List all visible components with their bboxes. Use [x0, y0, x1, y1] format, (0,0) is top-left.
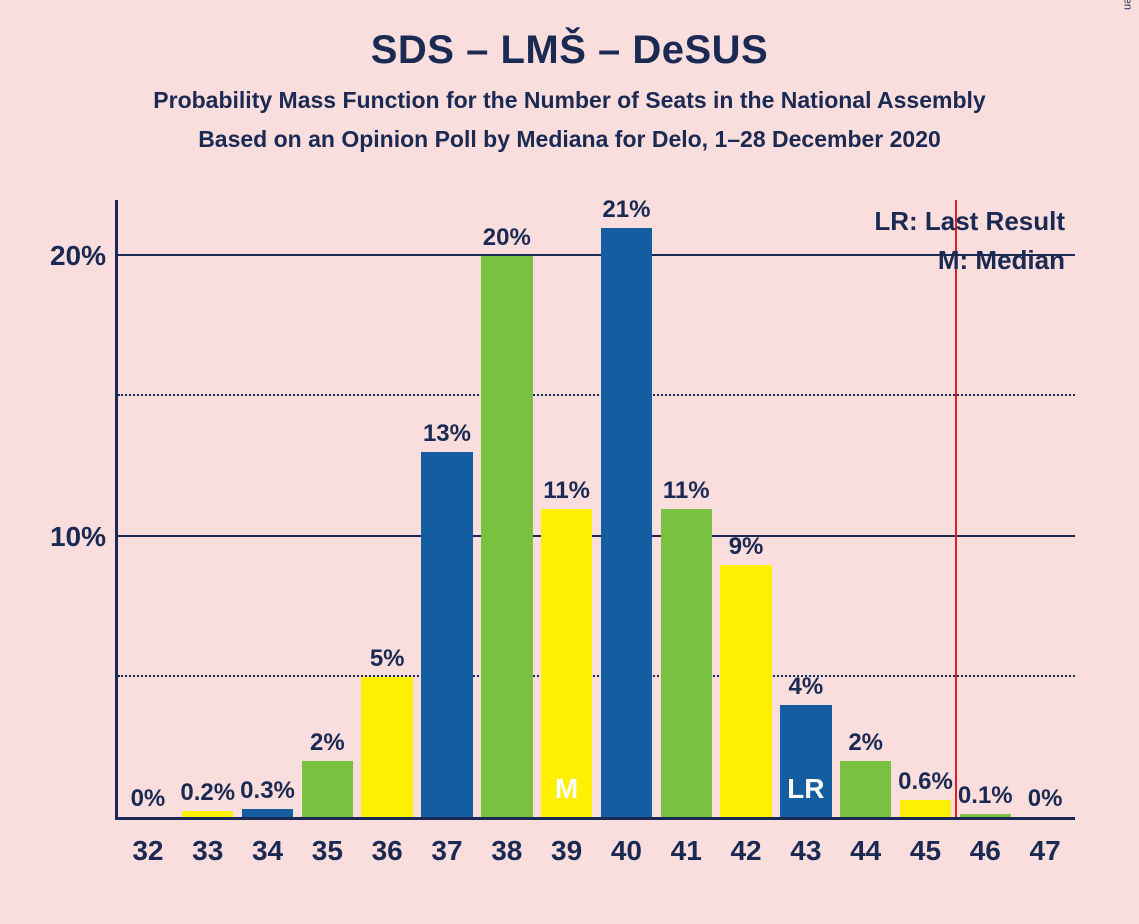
bar-column: 2%44	[836, 200, 896, 817]
x-axis-label: 47	[1030, 835, 1061, 867]
bar-value-label: 0%	[1028, 785, 1063, 813]
bar: 0.6%	[900, 800, 951, 817]
chart-legend: LR: Last Result M: Median	[874, 206, 1065, 284]
bar: 2%	[840, 761, 891, 817]
x-axis-label: 37	[431, 835, 462, 867]
chart-subtitle-1: Probability Mass Function for the Number…	[0, 87, 1139, 114]
chart-plot-area: 10%20% 0%320.2%330.3%342%355%3613%3720%3…	[115, 200, 1075, 820]
bar-column: 13%37	[417, 200, 477, 817]
bar-column: 21%40	[597, 200, 657, 817]
bar-column: 2%35	[297, 200, 357, 817]
bar: 11%	[661, 509, 712, 818]
bar: 5%	[361, 677, 412, 817]
x-axis-label: 33	[192, 835, 223, 867]
bar-value-label: 13%	[423, 420, 471, 448]
bar: 20%	[481, 256, 532, 817]
bar: 4%LR	[780, 705, 831, 817]
bar: 0.3%	[242, 809, 293, 817]
bar-column: 20%38	[477, 200, 537, 817]
bar-inner-label: M	[555, 773, 578, 805]
bar-column: 0.3%34	[238, 200, 298, 817]
x-axis-label: 35	[312, 835, 343, 867]
bar-value-label: 21%	[602, 196, 650, 224]
x-axis-label: 36	[372, 835, 403, 867]
bar-column: 0%47	[1015, 200, 1075, 817]
y-axis-label: 20%	[50, 240, 118, 272]
bar-value-label: 11%	[663, 477, 710, 505]
bar-value-label: 20%	[483, 224, 531, 252]
x-axis-label: 43	[790, 835, 821, 867]
bar-container: 0%320.2%330.3%342%355%3613%3720%3811%M39…	[118, 200, 1075, 817]
bar-value-label: 2%	[310, 729, 345, 757]
x-axis-label: 39	[551, 835, 582, 867]
legend-m: M: Median	[874, 245, 1065, 276]
bar-value-label: 0.3%	[240, 777, 295, 805]
bar-value-label: 2%	[848, 729, 883, 757]
y-axis-label: 10%	[50, 521, 118, 553]
bar: 13%	[421, 452, 472, 817]
bar-inner-label: LR	[787, 773, 824, 805]
legend-lr: LR: Last Result	[874, 206, 1065, 237]
bar-column: 11%41	[656, 200, 716, 817]
x-axis-label: 32	[132, 835, 163, 867]
chart-subtitle-2: Based on an Opinion Poll by Mediana for …	[0, 126, 1139, 153]
chart-title: SDS – LMŠ – DeSUS	[0, 0, 1139, 73]
bar-column: 0.2%33	[178, 200, 238, 817]
bar-column: 11%M39	[537, 200, 597, 817]
bar-value-label: 0.6%	[898, 768, 953, 796]
x-axis-label: 41	[671, 835, 702, 867]
bar-value-label: 0%	[131, 785, 166, 813]
copyright-text: © 2021 Filip van Laenen	[1121, 0, 1133, 10]
x-axis-label: 38	[491, 835, 522, 867]
x-axis-label: 42	[730, 835, 761, 867]
last-result-line	[955, 200, 957, 817]
bar-column: 0.6%45	[896, 200, 956, 817]
bar-column: 0%32	[118, 200, 178, 817]
x-axis-label: 40	[611, 835, 642, 867]
bar: 0.1%	[960, 814, 1011, 817]
x-axis-label: 44	[850, 835, 881, 867]
bar-column: 4%LR43	[776, 200, 836, 817]
bar-value-label: 0.1%	[958, 782, 1013, 810]
bar: 11%M	[541, 509, 592, 818]
bar-value-label: 0.2%	[180, 779, 235, 807]
bar: 9%	[720, 565, 771, 817]
x-axis-label: 45	[910, 835, 941, 867]
bar-value-label: 9%	[729, 533, 764, 561]
bar-value-label: 4%	[789, 673, 824, 701]
bar-column: 9%42	[716, 200, 776, 817]
bar-column: 5%36	[357, 200, 417, 817]
bar-value-label: 11%	[543, 477, 590, 505]
x-axis-label: 46	[970, 835, 1001, 867]
bar: 21%	[601, 228, 652, 817]
x-axis-label: 34	[252, 835, 283, 867]
bar: 2%	[302, 761, 353, 817]
bar-value-label: 5%	[370, 645, 405, 673]
bar-column: 0.1%46	[955, 200, 1015, 817]
bar: 0.2%	[182, 811, 233, 817]
